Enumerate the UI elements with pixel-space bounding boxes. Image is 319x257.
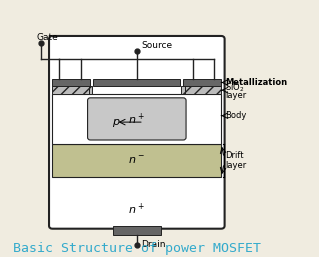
Text: Body: Body xyxy=(226,111,247,120)
Text: Drain: Drain xyxy=(141,240,166,249)
Text: Gate: Gate xyxy=(37,33,59,42)
Text: $n^+$: $n^+$ xyxy=(129,111,145,126)
Bar xyxy=(185,86,221,94)
Bar xyxy=(181,86,185,94)
Text: p: p xyxy=(112,117,119,127)
Text: Source: Source xyxy=(141,41,172,50)
Text: SiO$_2$: SiO$_2$ xyxy=(226,81,245,94)
Text: Metallization: Metallization xyxy=(226,78,287,87)
FancyBboxPatch shape xyxy=(49,36,225,229)
Bar xyxy=(183,79,221,86)
Bar xyxy=(52,94,221,144)
Bar xyxy=(113,226,161,235)
Text: Drift: Drift xyxy=(226,151,244,160)
Bar xyxy=(93,79,181,86)
Bar xyxy=(89,86,93,94)
FancyBboxPatch shape xyxy=(88,98,186,140)
Text: Basic Structure of power MOSFET: Basic Structure of power MOSFET xyxy=(13,242,261,255)
Bar xyxy=(52,144,221,177)
Bar xyxy=(52,86,89,94)
Text: $n^-$: $n^-$ xyxy=(129,155,145,166)
Text: $n^+$: $n^+$ xyxy=(129,201,145,217)
Bar xyxy=(52,79,90,86)
Text: layer: layer xyxy=(226,91,247,100)
Text: layer: layer xyxy=(226,161,247,170)
